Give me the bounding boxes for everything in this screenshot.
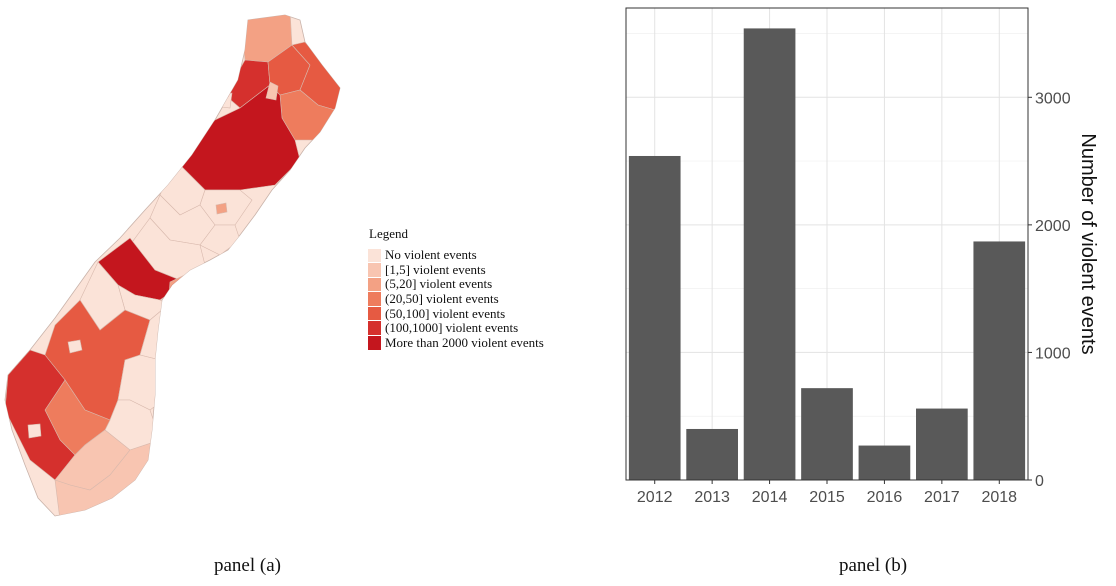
legend-item: More than 2000 violent events: [368, 334, 598, 351]
legend-swatch: [368, 306, 381, 321]
map-region: [27, 423, 42, 439]
map-legend: Legend No violent events [1,5] violent e…: [368, 226, 598, 350]
legend-label: [1,5] violent events: [385, 261, 486, 277]
map-region: [67, 339, 83, 354]
legend-swatch: [368, 263, 381, 277]
map-canvas: [4, 14, 341, 517]
violent-events-bar-chart: 0 1000 2000 3000 2012 2013 2014 2015 2016 2017 201…: [625, 7, 1099, 506]
legend-label: No violent events: [385, 247, 477, 263]
legend-item: (50,100] violent events: [368, 306, 598, 321]
bar-2014: [743, 28, 796, 481]
legend-item: [1,5] violent events: [368, 261, 598, 278]
x-tick-label: 2016: [867, 489, 903, 506]
x-tick-label: 2018: [981, 489, 1017, 506]
legend-label: More than 2000 violent events: [385, 334, 544, 350]
y-axis-title: Number of violent events: [1077, 133, 1099, 354]
legend-label: (5,20] violent events: [385, 276, 493, 292]
bar-2015: [801, 388, 853, 480]
x-tick-label: 2017: [924, 489, 960, 506]
legend-swatch: [368, 277, 381, 292]
y-tick-label: 1000: [1035, 345, 1071, 362]
y-tick-label: 2000: [1035, 218, 1071, 235]
y-tick-label: 0: [1035, 473, 1044, 490]
legend-label: (20,50] violent events: [385, 291, 499, 307]
panel-a-caption: panel (a): [214, 555, 281, 576]
map-region: [214, 92, 233, 109]
panel-b-caption: panel (b): [839, 555, 908, 576]
legend-item: (100,1000] violent events: [368, 320, 598, 336]
map-region: [174, 84, 301, 191]
map-region: [199, 224, 241, 256]
x-tick-label: 2014: [752, 489, 788, 506]
map-region: [215, 202, 228, 215]
legend-item: (20,50] violent events: [368, 291, 598, 307]
legend-label: (50,100] violent events: [385, 305, 506, 321]
bar-2017: [916, 408, 968, 480]
y-tick-label: 3000: [1035, 90, 1071, 107]
x-tick-label: 2012: [637, 489, 673, 506]
legend-label: (100,1000] violent events: [385, 320, 519, 336]
bar-2018: [973, 241, 1026, 480]
x-tick-label: 2013: [694, 489, 730, 506]
bar-2013: [686, 428, 738, 480]
legend-swatch: [368, 336, 381, 350]
map-region: [265, 81, 279, 101]
x-tick-label: 2015: [809, 489, 845, 506]
legend-swatch: [368, 321, 381, 336]
gaza-choropleth-map: Legend No violent events [1,5] violent e…: [0, 0, 544, 530]
legend-swatch: [368, 248, 381, 263]
bar-2012: [628, 155, 681, 480]
legend-swatch: [368, 292, 381, 306]
legend-title: Legend: [369, 226, 408, 241]
legend-item: (5,20] violent events: [368, 276, 598, 292]
legend-item: No violent events: [368, 247, 598, 263]
bar-2016: [858, 445, 911, 480]
